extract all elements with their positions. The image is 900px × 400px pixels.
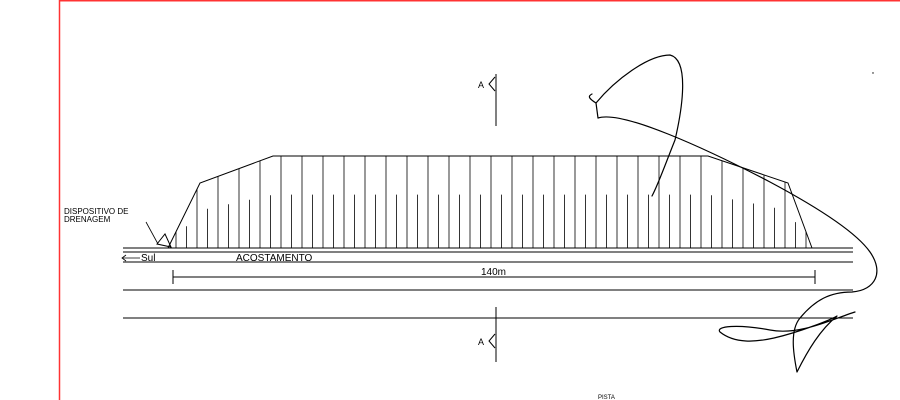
drainage-leader [145, 221, 159, 245]
section-marker-bottom: A [478, 337, 484, 347]
section-marker-top: A [478, 80, 484, 90]
road-lines [123, 247, 853, 319]
section-arrow-top [488, 76, 496, 92]
hand-drawn-annotation [595, 54, 878, 373]
drainage-device [156, 233, 172, 248]
embankment-hatch [175, 156, 807, 248]
speck [872, 72, 874, 74]
shoulder-label: ACOSTAMENTO [236, 253, 313, 264]
bottom-label: PISTA [598, 395, 615, 400]
dimension-label: 140m [481, 267, 506, 278]
hand-drawn-annotation-loop [588, 93, 597, 104]
direction-label: Sul [141, 253, 155, 264]
embankment-outline [167, 155, 813, 249]
drainage-label-line2: DRENAGEM [64, 215, 111, 224]
direction-arrow-icon [121, 254, 140, 262]
section-arrow-bottom [488, 333, 496, 349]
dimension-line [172, 270, 816, 284]
section-cut [488, 74, 497, 362]
drainage-label-line1: DISPOSITIVO DE [64, 207, 128, 216]
